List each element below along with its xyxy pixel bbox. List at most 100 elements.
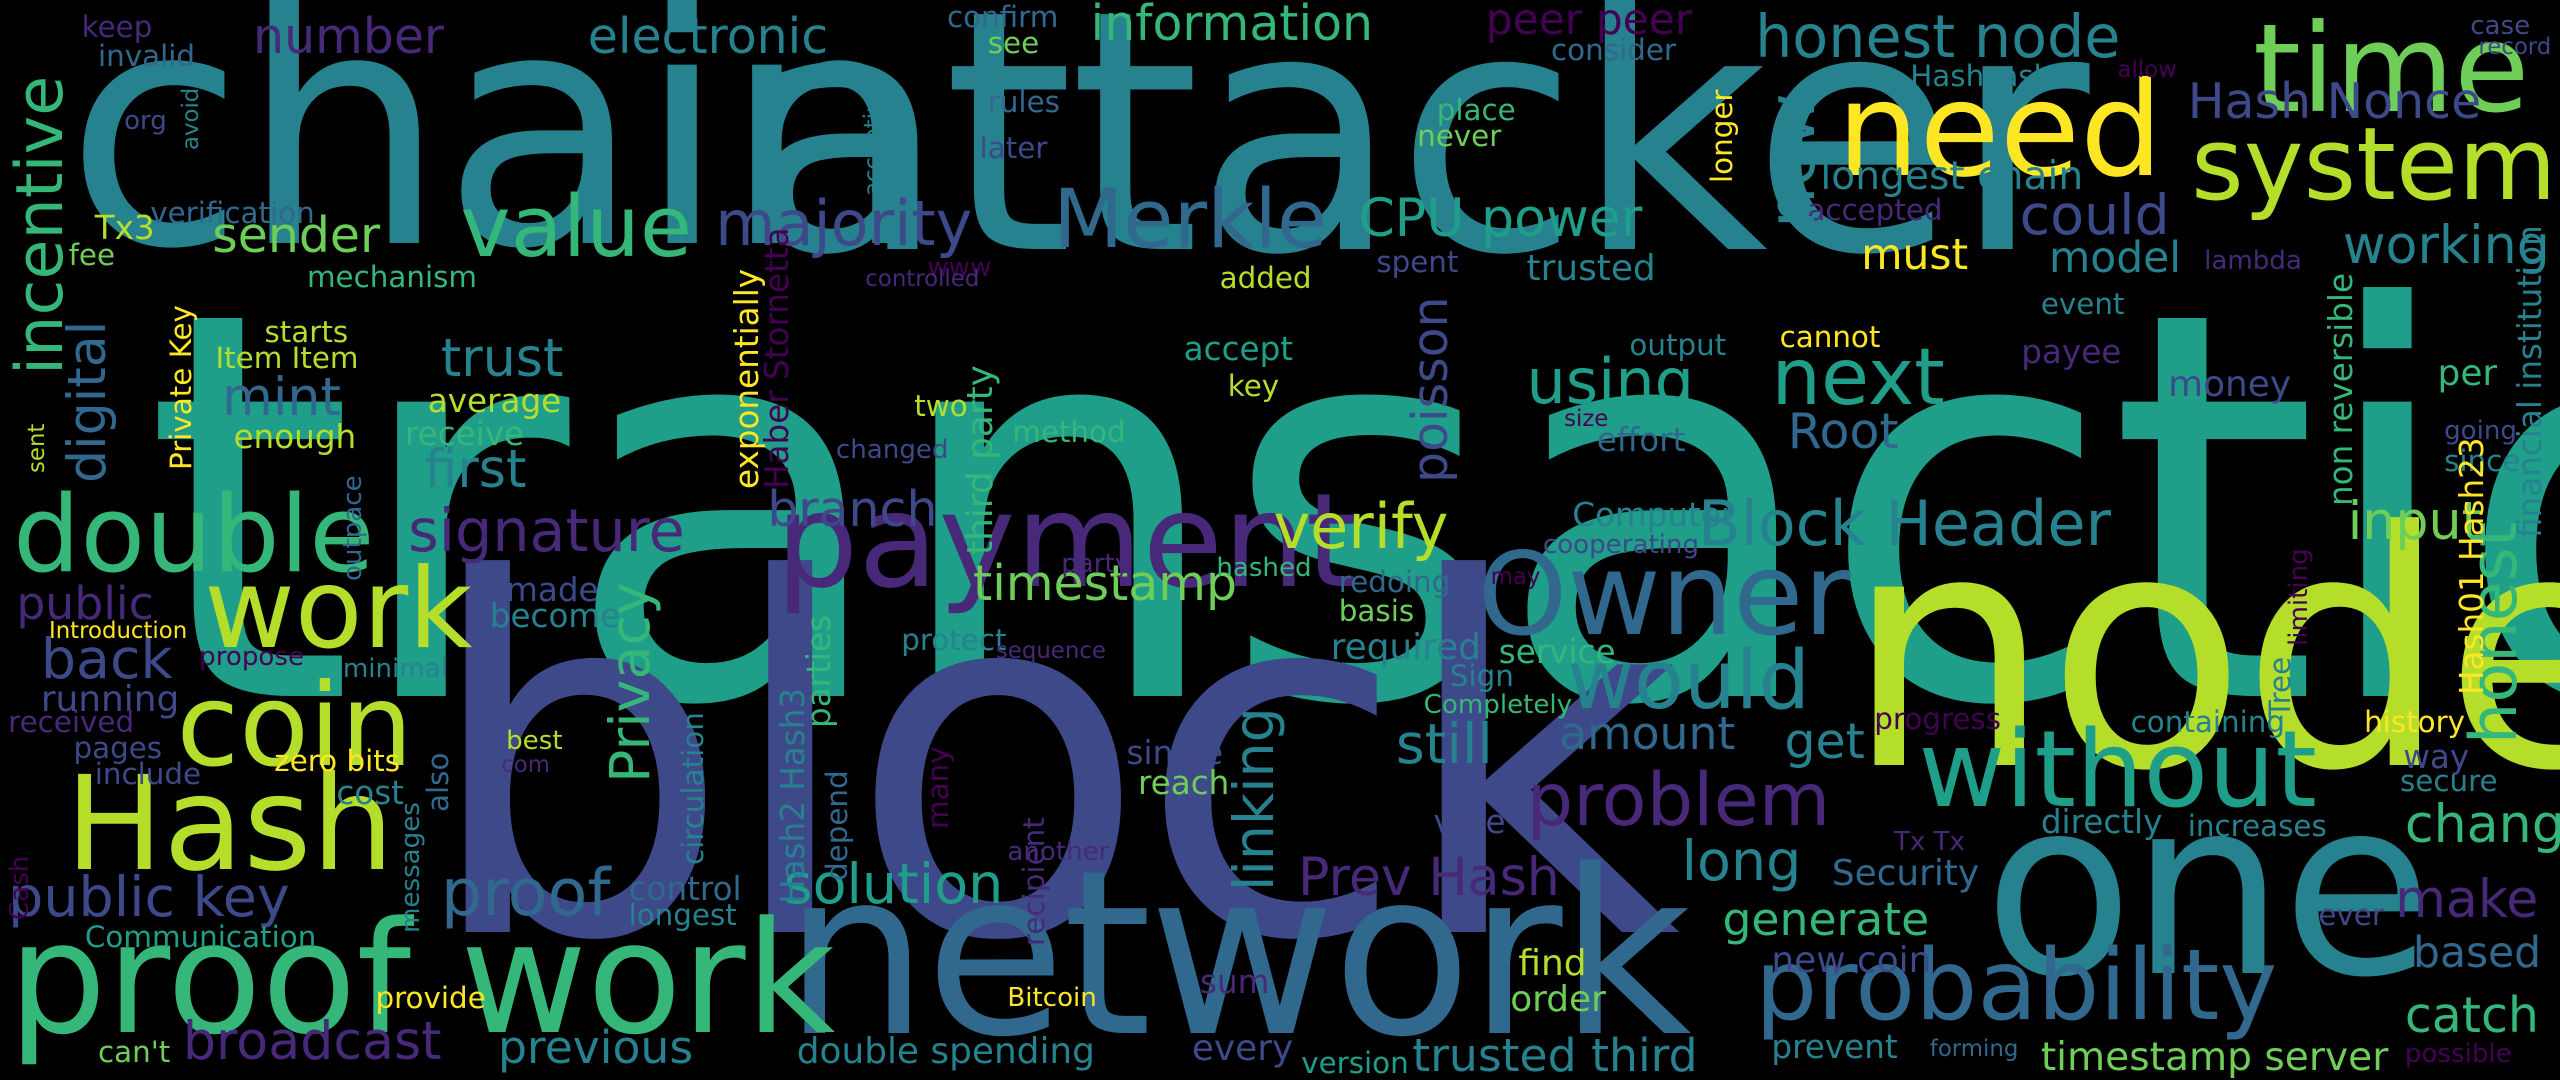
word-trust: trust [440,328,564,389]
word-circulation: circulation [676,711,711,865]
word-spent: spent [1376,244,1459,279]
word-value: value [460,177,693,277]
word-find: find [1518,943,1587,985]
word-coin: coin [176,658,414,792]
word-service: service [1498,633,1616,672]
word-recipient: recipient [1017,817,1052,947]
word-proof: proof [440,855,611,932]
word-verify: verify [1273,489,1449,563]
word-would: would [1567,632,1811,728]
word-changed: changed [835,435,949,466]
word-keep: keep [81,10,153,45]
word-model: model [2048,234,2182,284]
word-get: get [1784,712,1865,770]
word-non-reversible: non reversible [2321,272,2360,506]
word-number: number [253,8,445,66]
word-new-coin: new coin [1771,939,1932,981]
word-ever: ever [2318,897,2384,932]
word-cant: can't [97,1034,171,1069]
word-signature: signature [408,496,685,566]
word-method: method [1012,414,1126,449]
word-sender: sender [212,207,381,265]
word-order: order [1510,979,1606,1021]
word-node: node [1844,462,2560,843]
word-cpu-power: CPU power [1358,188,1643,249]
word-cooperating: cooperating [1542,529,1700,560]
word-work: work [204,544,473,674]
word-another: another [1007,836,1110,867]
word-provide: provide [375,980,486,1015]
word-sum: sum [1200,962,1270,1001]
word-become: become [489,597,621,636]
word-attacker: attacker [742,0,2090,329]
word-since: since [2444,444,2521,478]
word-best: best [506,725,563,756]
word-prevent: prevent [1771,1028,1898,1067]
word-introduction: Introduction [48,617,188,644]
word-financial-institution: financial institution [2511,225,2550,539]
word-computer: Computer [1572,496,1735,535]
word-double: double [13,473,375,597]
word-size: size [1564,405,1609,432]
word-receive: receive [404,414,525,453]
word-running: running [40,678,180,720]
word-block: block [421,478,1680,1048]
word-timestamp-server: timestamp server [2040,1034,2389,1080]
word-mechanism: mechanism [306,259,478,294]
word-solution: solution [783,853,1004,918]
word-cannot: cannot [1779,320,1881,355]
word-per: per [2437,352,2498,394]
word-one: one [1983,745,2433,1031]
word-tx-tx: Tx Tx [1893,826,1965,857]
word-also: also [421,753,456,813]
word-going: going [2444,415,2517,446]
word-trusted: trusted [1526,248,1656,290]
word-added: added [1219,261,1312,296]
word-lambda: lambda [2204,245,2302,276]
word-later: later [979,130,1048,165]
word-accept: accept [1183,329,1294,368]
word-longer: longer [1704,89,1739,183]
word-case: case [2470,11,2531,42]
word-accepting: accepting [860,83,887,196]
word-public: public [16,576,154,630]
word-starts: starts [264,315,349,350]
word-new: new [1754,93,1830,229]
word-without: without [1918,708,2317,832]
word-generate: generate [1722,893,1930,947]
word-effort: effort [1596,421,1686,460]
word-system: system [2191,105,2557,224]
word-cost: cost [336,773,404,812]
word-containing: containing [2130,705,2285,740]
word-protect: protect [901,623,1007,658]
word-accepted: accepted [1807,192,1943,227]
word-secure: secure [2400,763,2498,798]
word-longest-chain: longest chain [1820,153,2084,199]
word-make: make [2395,870,2539,931]
word-possible: possible [2404,1038,2512,1069]
word-time: time [2253,0,2530,141]
word-digital: digital [58,320,119,483]
word-next: next [1771,332,1945,424]
word-public-key: public key [8,866,290,931]
word-www: www [927,252,992,283]
word-rules: rules [987,85,1060,120]
word-consider: consider [1551,32,1676,67]
word-broadcast: broadcast [182,1012,442,1073]
word-input: input [2347,491,2482,552]
word-increases: increases [2187,809,2327,844]
word-cash: Cash [4,855,35,921]
word-linking: linking [1222,706,1287,891]
word-could: could [2019,184,2170,249]
word-may: may [1490,564,1541,591]
word-history: history [2364,705,2466,740]
word-amount: amount [1559,707,1736,761]
word-every: every [1191,1028,1294,1070]
word-verification: verification [150,196,315,231]
word-outpace: outpace [337,475,368,581]
word-mint: mint [222,367,341,428]
word-hashcash: Hashcash [1910,58,2053,93]
word-see: see [987,26,1040,61]
word-allow: allow [2117,56,2177,83]
word-many: many [921,746,956,829]
